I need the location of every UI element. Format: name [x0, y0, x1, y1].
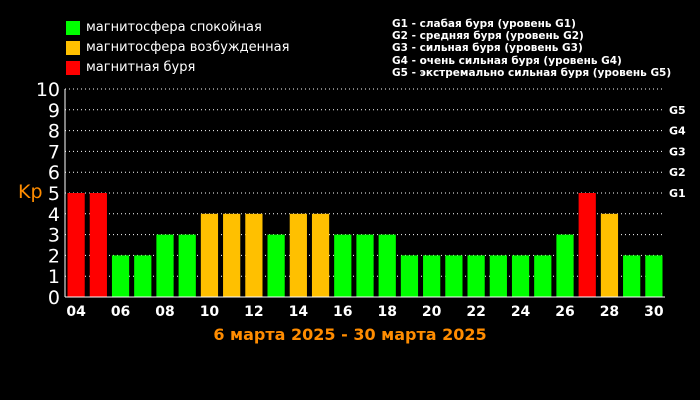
x-tick-label: 14 — [289, 304, 309, 320]
y-tick-label: 1 — [48, 266, 60, 288]
kp-bar — [200, 213, 219, 297]
y-tick-label: 2 — [48, 245, 60, 267]
chart-title: 6 марта 2025 - 30 марта 2025 — [213, 325, 486, 344]
y-tick-label: 8 — [48, 121, 60, 143]
legend-label-active: магнитосфера возбужденная — [86, 40, 290, 55]
x-tick-label: 18 — [377, 304, 396, 320]
kp-bar — [578, 193, 596, 297]
kp-bar — [134, 255, 152, 297]
kp-bar — [267, 234, 285, 297]
g-tick-label: G3 — [669, 145, 686, 158]
x-tick-label: 08 — [155, 304, 174, 320]
legend-swatch-storm — [66, 61, 80, 75]
kp-bar — [89, 193, 107, 297]
y-tick-label: 10 — [36, 79, 60, 101]
kp-bar — [245, 213, 263, 297]
legend-swatch-quiet — [66, 21, 80, 35]
x-tick-label: 24 — [511, 304, 531, 320]
x-tick-label: 04 — [66, 304, 86, 320]
y-tick-label: 6 — [48, 162, 60, 184]
g-tick-label: G5 — [669, 104, 686, 117]
kp-bar — [111, 255, 130, 297]
y-tick-label: 9 — [48, 100, 60, 122]
kp-bar — [489, 255, 507, 297]
kp-bar — [467, 255, 485, 297]
kp-bar — [623, 255, 641, 297]
g-level-1: G1 - слабая буря (уровень G1) — [392, 18, 576, 30]
y-axis-label: Kp — [18, 181, 43, 203]
kp-bar — [378, 234, 396, 297]
kp-bar — [311, 213, 330, 297]
kp-bar — [156, 234, 174, 297]
legend-label-quiet: магнитосфера спокойная — [86, 20, 262, 35]
y-tick-label: 4 — [48, 204, 60, 226]
kp-bar — [556, 234, 574, 297]
x-tick-label: 10 — [200, 304, 220, 320]
x-tick-label: 26 — [555, 304, 574, 320]
y-tick-label: 3 — [48, 225, 60, 247]
x-tick-label: 12 — [244, 304, 263, 320]
legend-item-active: магнитосфера возбужденная — [66, 38, 289, 58]
legend-swatch-active — [66, 41, 80, 55]
g-tick-label: G2 — [669, 166, 686, 179]
legend: магнитосфера спокойная магнитосфера возб… — [66, 18, 289, 78]
x-tick-label: 06 — [111, 304, 130, 320]
kp-bar — [600, 213, 619, 297]
g-level-2: G2 - средняя буря (уровень G2) — [392, 30, 584, 43]
g-level-legend: G1 - слабая буря (уровень G1) G2 - средн… — [392, 18, 671, 79]
g-level-5: G5 - экстремально сильная буря (уровень … — [392, 66, 672, 79]
x-tick-label: 30 — [644, 304, 664, 320]
kp-bar — [511, 255, 530, 297]
g-tick-label: G1 — [669, 187, 686, 200]
kp-bar — [534, 255, 552, 297]
kp-bar — [334, 234, 352, 297]
legend-item-storm: магнитная буря — [66, 58, 289, 78]
kp-bar — [178, 234, 196, 297]
y-tick-label: 7 — [48, 141, 60, 163]
y-tick-label: 0 — [48, 287, 60, 309]
y-tick-label: 5 — [48, 183, 60, 205]
legend-label-storm: магнитная буря — [86, 60, 196, 75]
x-tick-label: 28 — [600, 304, 619, 320]
x-tick-label: 16 — [333, 304, 352, 320]
kp-bar — [356, 234, 374, 297]
kp-bar — [445, 255, 463, 297]
kp-bar — [645, 255, 663, 297]
kp-bar — [289, 213, 307, 297]
x-tick-label: 20 — [422, 304, 442, 320]
x-tick-label: 22 — [466, 304, 485, 320]
g-level-3: G3 - сильная буря (уровень G3) — [392, 42, 583, 55]
kp-bar — [67, 193, 85, 297]
g-tick-label: G4 — [669, 125, 686, 138]
kp-bar — [400, 255, 419, 297]
g-level-4: G4 - очень сильная буря (уровень G4) — [392, 54, 622, 67]
legend-item-quiet: магнитосфера спокойная — [66, 18, 289, 38]
kp-bar — [223, 213, 241, 297]
kp-bar — [423, 255, 441, 297]
